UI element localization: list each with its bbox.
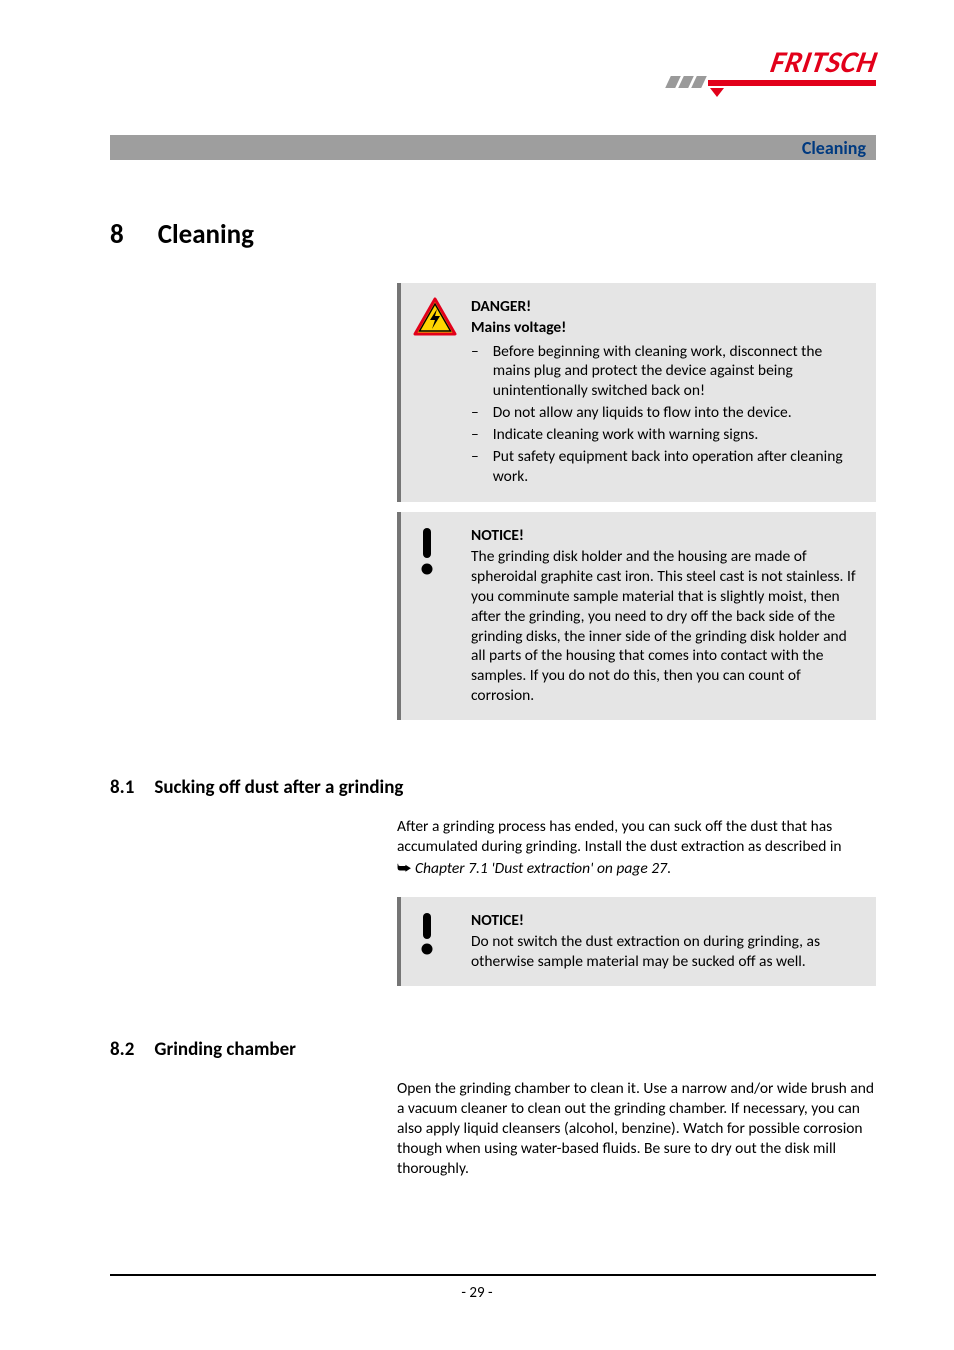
notice-2-text: NOTICE! Do not switch the dust extractio… xyxy=(471,911,860,971)
brand-logo: FRITSCH xyxy=(708,48,876,86)
brand-logo-triangle xyxy=(710,88,724,97)
notice-2-group: NOTICE! Do not switch the dust extractio… xyxy=(397,897,876,985)
brand-logo-text: FRITSCH xyxy=(767,48,879,78)
list-item: –Put safety equipment back into operatio… xyxy=(471,447,860,487)
heading-2-sub1-title: Sucking off dust after a grinding xyxy=(154,776,403,799)
footer-rule xyxy=(110,1274,876,1276)
notice-2-body: Do not switch the dust extraction on dur… xyxy=(471,932,860,972)
danger-group: DANGER! Mains voltage! –Before beginning… xyxy=(397,283,876,720)
section-header-label: Cleaning xyxy=(802,137,866,159)
danger-text: DANGER! Mains voltage! –Before beginning… xyxy=(471,297,860,488)
list-item-text: Put safety equipment back into operation… xyxy=(493,447,860,487)
heading-2-sub1-number: 8.1 xyxy=(110,776,134,799)
danger-icon xyxy=(413,297,457,488)
notice-icon xyxy=(413,911,457,971)
list-item-text: Indicate cleaning work with warning sign… xyxy=(493,425,759,445)
sub1-para-a: After a grinding process has ended, you … xyxy=(397,817,842,856)
brand-logo-bar xyxy=(708,80,876,86)
list-item-text: Before beginning with cleaning work, dis… xyxy=(493,342,860,401)
page-number: - 29 - xyxy=(0,1284,954,1302)
list-item: –Do not allow any liquids to flow into t… xyxy=(471,403,860,423)
sub2-body: Open the grinding chamber to clean it. U… xyxy=(397,1079,876,1180)
danger-title: DANGER! xyxy=(471,297,860,317)
sub1-reference: Chapter 7.1 'Dust extraction' on page 27 xyxy=(415,859,667,878)
danger-list: –Before beginning with cleaning work, di… xyxy=(471,342,860,487)
sub1-body: After a grinding process has ended, you … xyxy=(397,817,876,879)
danger-box: DANGER! Mains voltage! –Before beginning… xyxy=(397,283,876,502)
heading-2-sub2-title: Grinding chamber xyxy=(154,1038,296,1061)
notice-1-body: The grinding disk holder and the housing… xyxy=(471,547,860,706)
sub2-para: Open the grinding chamber to clean it. U… xyxy=(397,1079,876,1180)
list-item-text: Do not allow any liquids to flow into th… xyxy=(493,403,792,423)
notice-1-title: NOTICE! xyxy=(471,526,860,546)
notice-icon xyxy=(413,526,457,705)
page: FRITSCH Cleaning 8 Cleaning xyxy=(0,0,954,1350)
section-header-bar: Cleaning xyxy=(110,135,876,160)
heading-2-sub2: 8.2 Grinding chamber xyxy=(110,1038,876,1061)
notice-2-title: NOTICE! xyxy=(471,911,860,931)
heading-1-title: Cleaning xyxy=(158,218,254,251)
notice-box-1: NOTICE! The grinding disk holder and the… xyxy=(397,512,876,719)
sub1-ref-trail: . xyxy=(667,859,671,878)
heading-1-number: 8 xyxy=(110,218,124,251)
reference-icon: ⮩ xyxy=(397,860,411,877)
heading-1: 8 Cleaning xyxy=(110,218,876,251)
list-item: –Before beginning with cleaning work, di… xyxy=(471,342,860,401)
list-item: –Indicate cleaning work with warning sig… xyxy=(471,425,860,445)
notice-1-text: NOTICE! The grinding disk holder and the… xyxy=(471,526,860,705)
brand-logo-squares xyxy=(665,76,707,88)
notice-box-2: NOTICE! Do not switch the dust extractio… xyxy=(397,897,876,985)
heading-2-sub2-number: 8.2 xyxy=(110,1038,134,1061)
danger-subtitle: Mains voltage! xyxy=(471,318,860,338)
heading-2-sub1: 8.1 Sucking off dust after a grinding xyxy=(110,776,876,799)
content: 8 Cleaning DANGER! Mains voltage! –Befor xyxy=(110,218,876,1182)
